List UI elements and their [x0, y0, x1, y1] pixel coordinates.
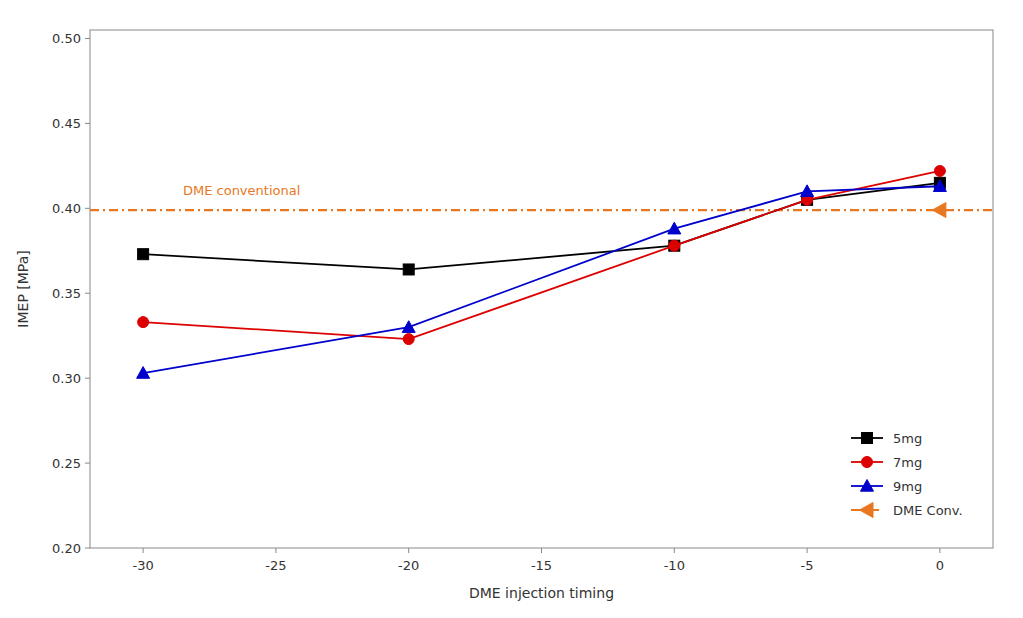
x-tick	[275, 548, 276, 553]
data-point	[801, 185, 814, 197]
y-tick	[85, 548, 90, 549]
x-tick-label: -30	[133, 558, 154, 573]
y-tick	[85, 123, 90, 124]
legend-label: 5mg	[893, 431, 922, 446]
data-point	[934, 165, 945, 176]
data-point	[138, 317, 149, 328]
data-point	[402, 321, 415, 333]
series-line	[143, 186, 940, 373]
y-tick	[85, 208, 90, 209]
x-tick-label: -20	[398, 558, 419, 573]
data-point	[138, 249, 149, 260]
plot-frame	[90, 30, 993, 548]
legend-label: DME Conv.	[893, 503, 963, 518]
x-tick	[541, 548, 542, 553]
series-line	[143, 171, 940, 339]
data-point	[137, 367, 150, 379]
annotation: DME conventional	[183, 183, 300, 198]
legend-marker	[860, 503, 874, 518]
y-tick-label: 0.45	[52, 116, 81, 131]
x-tick	[674, 548, 675, 553]
plot-area	[90, 165, 993, 378]
x-tick-label: -5	[801, 558, 814, 573]
y-tick	[85, 38, 90, 39]
x-tick	[807, 548, 808, 553]
y-tick-label: 0.35	[52, 286, 81, 301]
y-tick	[85, 378, 90, 379]
x-tick-label: -25	[265, 558, 286, 573]
x-tick-label: 0	[936, 558, 944, 573]
x-tick-label: -10	[664, 558, 685, 573]
legend-label: 7mg	[893, 455, 922, 470]
x-tick-label: -15	[531, 558, 552, 573]
data-point	[403, 264, 414, 275]
data-point	[669, 240, 680, 251]
data-point	[669, 240, 680, 251]
x-axis-label: DME injection timing	[469, 585, 614, 601]
y-axis-label: IMEP [MPa]	[15, 250, 31, 327]
y-tick-label: 0.20	[52, 541, 81, 556]
y-tick-label: 0.30	[52, 371, 81, 386]
reference-line	[90, 209, 993, 211]
legend-marker	[861, 480, 874, 492]
legend-label: 9mg	[893, 479, 922, 494]
series-line	[143, 183, 940, 270]
data-point	[403, 334, 414, 345]
legend-marker	[862, 457, 873, 468]
legend: 5mg 7mg 9mg DME Conv.	[851, 431, 963, 518]
chart: -30 -25 -20 -15 -10 -5 0 0.20 0.25 0.30 0.35 0.40 0.…	[0, 0, 1023, 618]
y-tick-label: 0.25	[52, 456, 81, 471]
x-tick	[408, 548, 409, 553]
data-point	[933, 180, 946, 192]
y-tick	[85, 293, 90, 294]
reference-marker	[932, 203, 946, 218]
y-tick	[85, 463, 90, 464]
data-point	[668, 222, 681, 234]
legend-marker	[862, 433, 873, 444]
y-tick-label: 0.40	[52, 201, 81, 216]
x-tick	[939, 548, 940, 553]
x-tick	[143, 548, 144, 553]
y-tick-label: 0.50	[52, 31, 81, 46]
